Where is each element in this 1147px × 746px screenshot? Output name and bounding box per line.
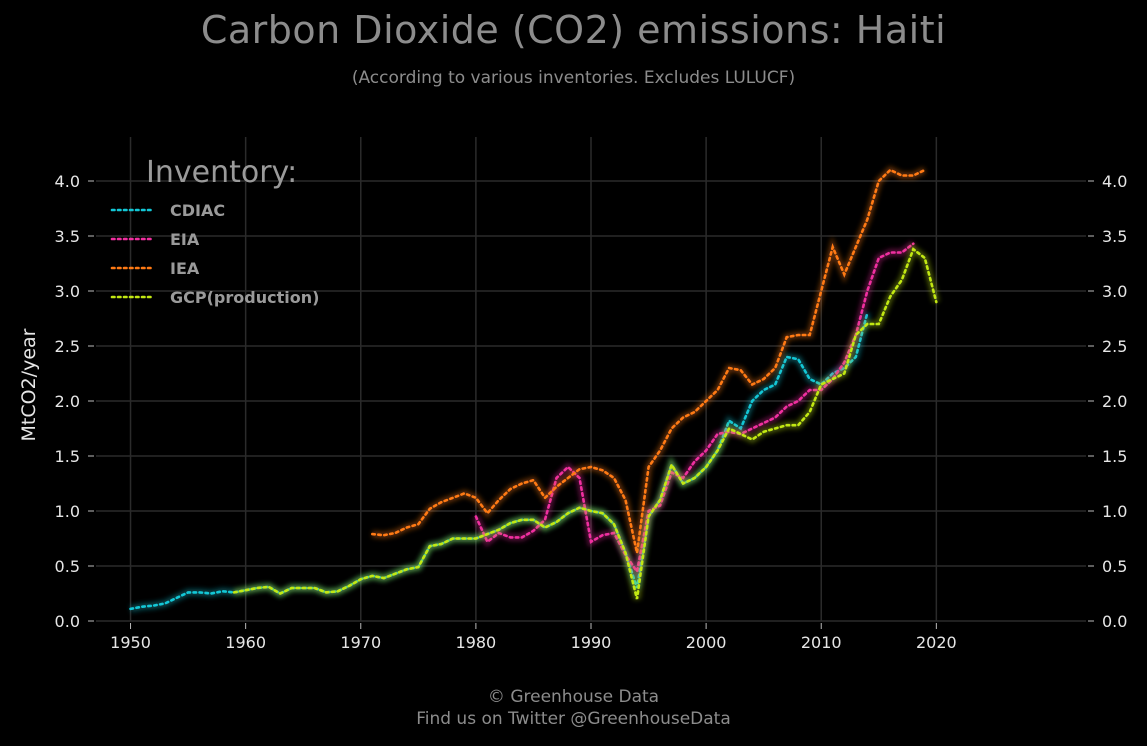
y-tick-label-left: 2.0 — [55, 392, 80, 411]
x-tick-label: 1950 — [110, 633, 151, 652]
chart-subtitle: (According to various inventories. Exclu… — [351, 68, 796, 88]
y-tick-label-right: 1.0 — [1102, 502, 1127, 521]
x-tick-label: 2010 — [801, 633, 842, 652]
y-tick-label-right: 2.5 — [1102, 337, 1127, 356]
chart-title: Carbon Dioxide (CO2) emissions: Haiti — [200, 8, 947, 52]
y-tick-label-right: 3.5 — [1102, 227, 1127, 246]
y-tick-label-left: 1.5 — [55, 447, 80, 466]
y-tick-label-left: 0.5 — [55, 557, 80, 576]
y-tick-label-right: 0.5 — [1102, 557, 1127, 576]
y-tick-label-left: 2.5 — [55, 337, 80, 356]
y-tick-label-right: 1.5 — [1102, 447, 1127, 466]
y-tick-label-left: 3.5 — [55, 227, 80, 246]
legend: Inventory: CDIAC EIA IEA GCP(production) — [110, 155, 319, 307]
x-tick-label: 1990 — [571, 633, 612, 652]
series-line-gcp-production — [232, 247, 938, 600]
legend-label-eia: EIA — [170, 230, 200, 249]
series-glow-cdiac — [129, 312, 871, 613]
grid — [96, 137, 1086, 622]
legend-label-gcp-production: GCP(production) — [170, 288, 319, 307]
legend-title: Inventory: — [146, 155, 297, 190]
series-line-eia — [474, 242, 915, 575]
y-tick-label-right: 2.0 — [1102, 392, 1127, 411]
y-tick-label-left: 4.0 — [55, 172, 80, 191]
y-axis-label: MtCO2/year — [18, 328, 40, 441]
y-tick-label-left: 0.0 — [55, 612, 80, 631]
series-layer — [129, 165, 940, 613]
footer: © Greenhouse Data Find us on Twitter @Gr… — [0, 686, 1147, 730]
y-tick-label-right: 0.0 — [1102, 612, 1127, 631]
series-line-cdiac — [129, 311, 869, 611]
twitter-text: Find us on Twitter @GreenhouseData — [416, 709, 731, 729]
y-tick-label-left: 3.0 — [55, 282, 80, 301]
x-tick-label: 1980 — [456, 633, 497, 652]
x-tick-label: 1960 — [225, 633, 266, 652]
series-glow-gcp-production — [233, 243, 940, 600]
series-line-iea — [370, 168, 927, 554]
y-tick-label-right: 3.0 — [1102, 282, 1127, 301]
legend-label-iea: IEA — [170, 259, 200, 278]
axes: 1950 1960 1970 1980 1990 2000 2010 2020 0.0 0.0 0.… — [55, 172, 1128, 652]
y-tick-label-left: 1.0 — [55, 502, 80, 521]
x-tick-label: 2020 — [916, 633, 957, 652]
legend-label-cdiac: CDIAC — [170, 201, 225, 220]
y-tick-label-right: 4.0 — [1102, 172, 1127, 191]
x-tick-label: 2000 — [686, 633, 727, 652]
copyright-text: © Greenhouse Data — [487, 687, 660, 707]
x-tick-label: 1970 — [340, 633, 381, 652]
